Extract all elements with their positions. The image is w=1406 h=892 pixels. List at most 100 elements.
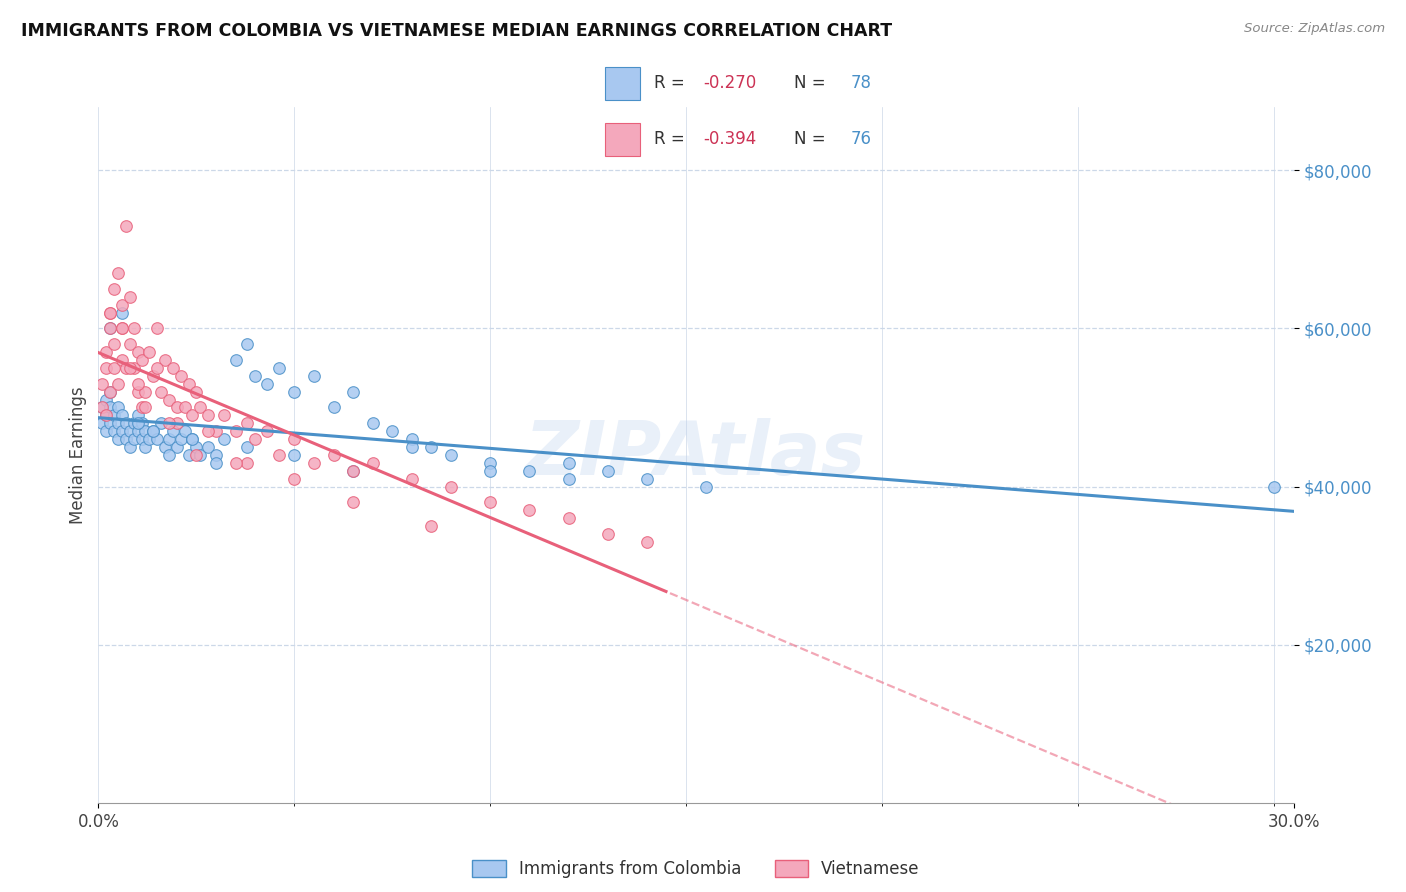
Point [162, 424, 184, 438]
Point [96, 345, 118, 359]
Point [170, 368, 193, 383]
Point [98, 384, 121, 399]
Point [111, 409, 134, 423]
Text: 78: 78 [851, 74, 872, 92]
Point [91, 401, 114, 415]
Point [96, 409, 118, 423]
Point [138, 432, 160, 446]
Point [479, 456, 502, 470]
Point [127, 409, 149, 423]
Point [127, 384, 149, 399]
Point [118, 440, 141, 454]
Point [342, 495, 364, 509]
Point [381, 424, 404, 438]
Point [107, 266, 129, 280]
Point [115, 432, 138, 446]
Point [322, 448, 344, 462]
Point [127, 424, 149, 438]
Point [157, 432, 180, 446]
Point [420, 440, 443, 454]
Point [166, 440, 188, 454]
Point [519, 503, 541, 517]
Point [107, 376, 129, 391]
Point [142, 424, 165, 438]
Point [91, 401, 114, 415]
Point [96, 392, 118, 407]
Point [283, 472, 305, 486]
Text: ZIPAtlas: ZIPAtlas [526, 418, 866, 491]
Point [596, 464, 619, 478]
Point [103, 424, 125, 438]
Point [111, 353, 134, 368]
Point [322, 401, 344, 415]
Point [636, 472, 658, 486]
Point [153, 440, 176, 454]
Point [98, 417, 121, 431]
Point [212, 432, 235, 446]
Point [118, 361, 141, 376]
FancyBboxPatch shape [605, 68, 640, 100]
Point [186, 440, 208, 454]
Point [96, 424, 118, 438]
Point [153, 353, 176, 368]
Point [225, 353, 247, 368]
Point [205, 448, 228, 462]
Point [122, 321, 145, 335]
Point [361, 417, 384, 431]
Point [107, 417, 129, 431]
Point [205, 456, 228, 470]
Point [181, 432, 204, 446]
Y-axis label: Median Earnings: Median Earnings [69, 386, 87, 524]
Point [181, 409, 204, 423]
Point [342, 384, 364, 399]
Point [636, 535, 658, 549]
Point [479, 495, 502, 509]
Point [150, 417, 173, 431]
Point [401, 440, 423, 454]
Point [479, 464, 502, 478]
Point [146, 321, 169, 335]
Point [91, 417, 114, 431]
Point [236, 456, 259, 470]
Point [302, 456, 325, 470]
Point [157, 448, 180, 462]
Point [98, 305, 121, 319]
Point [342, 464, 364, 478]
Text: IMMIGRANTS FROM COLOMBIA VS VIETNAMESE MEDIAN EARNINGS CORRELATION CHART: IMMIGRANTS FROM COLOMBIA VS VIETNAMESE M… [21, 22, 893, 40]
Point [283, 448, 305, 462]
Point [225, 456, 247, 470]
Point [205, 424, 228, 438]
Point [134, 401, 156, 415]
Point [103, 282, 125, 296]
Point [96, 409, 118, 423]
Point [131, 353, 153, 368]
Point [243, 432, 266, 446]
Point [98, 321, 121, 335]
Point [440, 479, 463, 493]
Point [267, 448, 290, 462]
Point [177, 376, 200, 391]
Point [596, 527, 619, 541]
Point [115, 417, 138, 431]
Point [236, 337, 259, 351]
Point [557, 511, 579, 525]
Point [131, 432, 153, 446]
Point [134, 384, 156, 399]
Point [162, 361, 184, 376]
Point [118, 424, 141, 438]
Point [107, 432, 129, 446]
Point [111, 298, 134, 312]
Point [115, 361, 138, 376]
Point [142, 368, 165, 383]
Point [98, 305, 121, 319]
Point [188, 448, 211, 462]
Point [197, 409, 219, 423]
Point [157, 392, 180, 407]
Point [103, 409, 125, 423]
Point [170, 432, 193, 446]
Point [519, 464, 541, 478]
Point [283, 384, 305, 399]
Point [420, 519, 443, 533]
Point [122, 361, 145, 376]
Point [118, 337, 141, 351]
